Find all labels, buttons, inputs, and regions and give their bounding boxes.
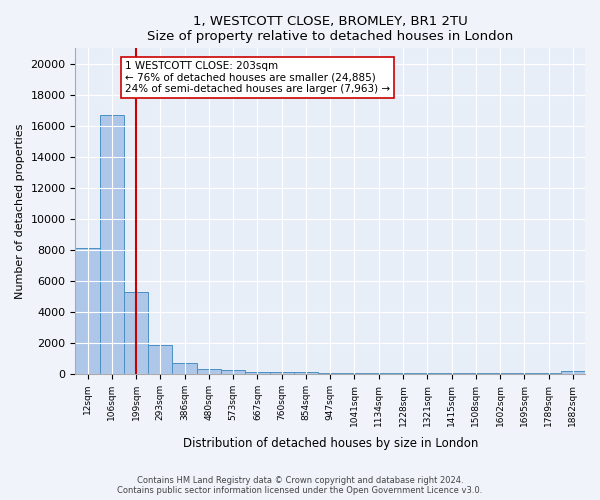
Text: 1 WESTCOTT CLOSE: 203sqm
← 76% of detached houses are smaller (24,885)
24% of se: 1 WESTCOTT CLOSE: 203sqm ← 76% of detach… xyxy=(125,60,390,94)
Bar xyxy=(221,370,245,374)
Bar xyxy=(318,372,343,374)
Bar xyxy=(269,372,294,374)
Bar xyxy=(561,371,585,374)
Bar xyxy=(415,373,439,374)
Bar xyxy=(294,372,318,374)
Bar xyxy=(439,373,464,374)
Bar xyxy=(100,115,124,374)
Bar xyxy=(367,373,391,374)
Bar xyxy=(172,363,197,374)
Bar xyxy=(197,370,221,374)
Bar xyxy=(124,292,148,374)
Bar xyxy=(343,373,367,374)
Text: Contains HM Land Registry data © Crown copyright and database right 2024.
Contai: Contains HM Land Registry data © Crown c… xyxy=(118,476,482,495)
X-axis label: Distribution of detached houses by size in London: Distribution of detached houses by size … xyxy=(182,437,478,450)
Bar xyxy=(245,372,269,374)
Bar xyxy=(76,248,100,374)
Y-axis label: Number of detached properties: Number of detached properties xyxy=(15,124,25,299)
Title: 1, WESTCOTT CLOSE, BROMLEY, BR1 2TU
Size of property relative to detached houses: 1, WESTCOTT CLOSE, BROMLEY, BR1 2TU Size… xyxy=(147,15,514,43)
Bar xyxy=(148,346,172,374)
Bar xyxy=(391,373,415,374)
